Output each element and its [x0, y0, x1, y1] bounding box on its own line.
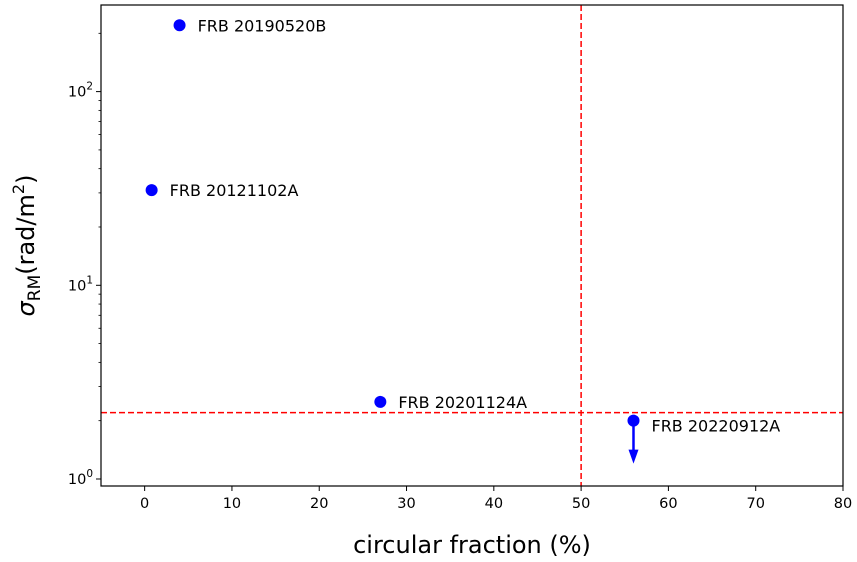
y-tick-label: 102	[68, 81, 93, 101]
x-axis-ticks: 0 10 20 30 40 50 60 70 80	[140, 486, 852, 512]
y-axis-label-unit: (rad/m	[12, 194, 40, 275]
x-tick-label: 60	[659, 496, 677, 512]
y-tick-label: 101	[68, 274, 93, 294]
y-axis-ticks: 100 101 102	[68, 81, 101, 488]
x-axis-label: circular fraction (%)	[353, 531, 591, 559]
x-tick-label: 10	[223, 496, 241, 512]
x-tick-label: 80	[834, 496, 852, 512]
data-point	[627, 414, 640, 427]
y-axis-label-unit-superscript: 2	[9, 184, 28, 194]
data-point-label: FRB 20190520B	[198, 16, 327, 35]
x-tick-label: 50	[572, 496, 590, 512]
x-tick-label: 70	[746, 496, 764, 512]
data-point	[145, 184, 158, 197]
x-tick-label: 20	[310, 496, 328, 512]
data-point	[374, 395, 387, 408]
y-axis-label-subscript: RM	[25, 275, 45, 301]
y-axis-label: σRM(rad/m2)	[9, 175, 45, 317]
data-points: FRB 20190520B FRB 20121102A FRB 20201124A F…	[145, 16, 780, 464]
x-tick-label: 30	[397, 496, 415, 512]
data-point-label: FRB 20201124A	[398, 393, 527, 412]
x-tick-label: 40	[485, 496, 503, 512]
y-axis-label-symbol: σ	[12, 300, 40, 316]
reference-lines	[101, 5, 843, 486]
data-point-label: FRB 20220912A	[651, 417, 780, 436]
x-tick-label: 0	[140, 496, 149, 512]
y-tick-label: 100	[68, 468, 93, 488]
y-axis-label-unit-close: )	[12, 175, 40, 184]
plot-frame	[100, 4, 844, 487]
upper-limit-arrow-head	[628, 449, 639, 464]
data-point-label: FRB 20121102A	[170, 181, 299, 200]
data-point	[173, 19, 186, 32]
